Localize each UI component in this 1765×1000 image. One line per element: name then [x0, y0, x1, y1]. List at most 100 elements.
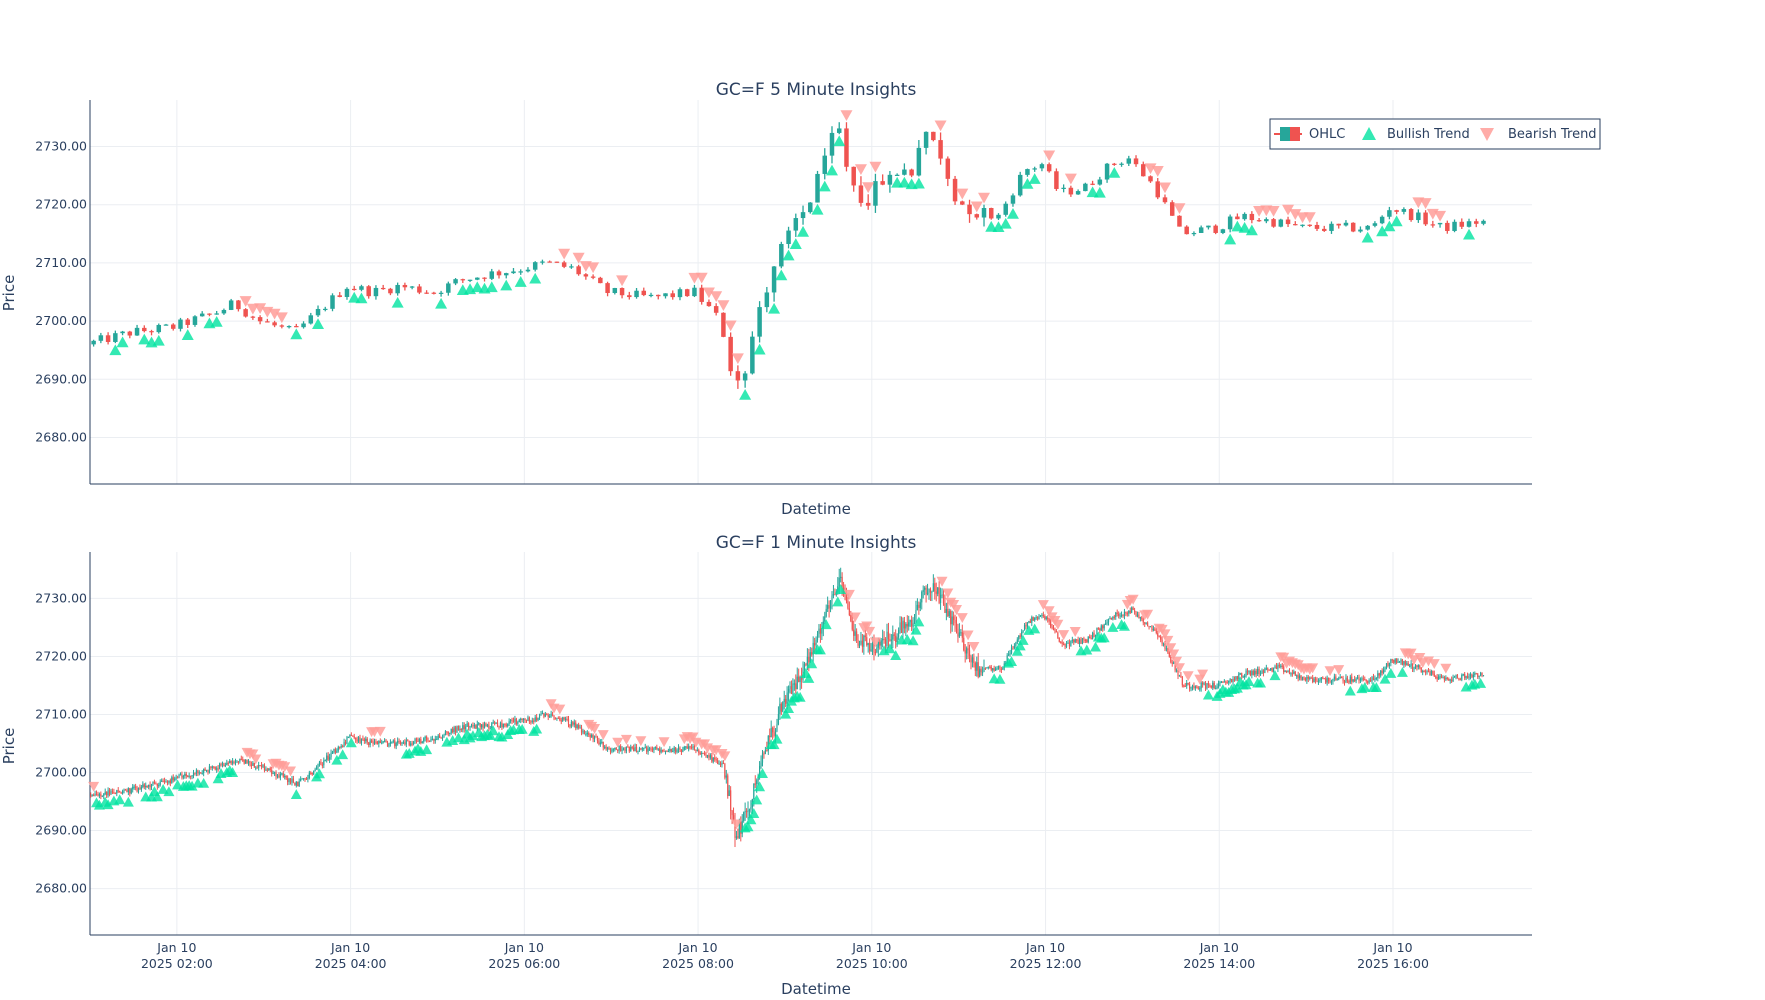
candle-body: [828, 605, 830, 609]
bullish-marker: [999, 217, 1012, 229]
candle-body: [902, 169, 907, 175]
candle-body: [576, 266, 581, 275]
candle-body: [1438, 676, 1440, 680]
candle-body: [304, 778, 306, 780]
bearish-marker: [956, 613, 968, 624]
candle-body: [993, 668, 995, 671]
candle-body: [1283, 666, 1285, 673]
candle-body: [1194, 686, 1196, 688]
candle-body: [1336, 679, 1338, 681]
candle-body: [1160, 636, 1162, 640]
candle-body: [450, 728, 452, 733]
candle-body: [207, 770, 209, 773]
candle-body: [1456, 674, 1459, 679]
y-tick-label: 2720.00: [35, 197, 87, 212]
candle-body: [721, 312, 726, 337]
candle-body: [1142, 619, 1144, 623]
bullish-marker: [806, 658, 818, 669]
candle-body: [1267, 668, 1269, 670]
candle-body: [938, 140, 943, 159]
bullish-marker: [775, 269, 788, 281]
candle-body: [1188, 684, 1191, 689]
bullish-marker: [1269, 670, 1281, 681]
candle-body: [150, 784, 153, 788]
candle-body: [1408, 209, 1414, 221]
candle-body: [1029, 621, 1031, 623]
candle-body: [536, 717, 538, 721]
candle-body: [1397, 661, 1399, 663]
candle-body: [786, 692, 788, 704]
candle-body: [829, 132, 835, 156]
candle-body: [94, 793, 96, 796]
candle-body: [1175, 670, 1178, 672]
bullish-marker: [1098, 632, 1110, 643]
candle-body: [596, 736, 599, 741]
candle-body: [298, 781, 300, 787]
candle-body: [365, 738, 367, 742]
candle-body: [1281, 665, 1283, 667]
candle-body: [984, 668, 987, 670]
candle-body: [443, 734, 445, 738]
bullish-marker: [771, 733, 783, 744]
candle-body: [566, 718, 568, 720]
candle-body: [790, 686, 793, 694]
bearish-marker: [843, 589, 855, 600]
bearish-marker: [1173, 203, 1186, 215]
candle-body: [1063, 643, 1065, 645]
candle-body: [284, 775, 286, 778]
candle-body: [494, 722, 496, 724]
bearish-marker: [1043, 150, 1056, 162]
candle-body: [977, 662, 979, 677]
candle-body: [1394, 210, 1399, 212]
candle-body: [1136, 614, 1139, 617]
bullish-marker: [1383, 220, 1396, 232]
candle-body: [359, 286, 364, 290]
candle-body: [563, 717, 565, 720]
candle-body: [621, 749, 623, 752]
candle-body: [366, 286, 371, 297]
bearish-marker: [246, 303, 259, 315]
candle-body: [1423, 671, 1425, 673]
bullish-marker: [820, 619, 832, 630]
candle-body: [427, 740, 429, 742]
candle-body: [715, 759, 717, 761]
candle-body: [434, 739, 436, 741]
candle-body: [787, 688, 790, 693]
candle-body: [1129, 610, 1131, 613]
candle-body: [511, 271, 516, 274]
legend-item-bearish[interactable]: Bearish Trend: [1480, 127, 1597, 142]
candle-body: [541, 712, 544, 715]
candle-body: [547, 714, 549, 717]
candle-body: [148, 784, 150, 787]
candle-body: [1047, 617, 1049, 620]
candle-body: [411, 743, 413, 745]
bearish-marker: [936, 576, 948, 587]
candle-body: [1475, 673, 1477, 675]
candle-body: [954, 620, 956, 623]
candle-body: [690, 747, 693, 749]
candle-body: [334, 749, 337, 753]
candle-body: [1233, 679, 1236, 681]
candle-body: [1378, 673, 1380, 676]
candle-body: [598, 740, 600, 745]
candle-body: [136, 787, 138, 792]
candle-body: [1330, 681, 1333, 683]
candle-body: [504, 723, 506, 725]
candle-body: [992, 668, 994, 671]
candle-body: [1410, 663, 1412, 666]
candle-body: [1278, 219, 1284, 227]
candle-body: [724, 763, 726, 778]
candle-body: [1472, 674, 1474, 678]
candle-body: [278, 775, 280, 778]
legend-item-bullish[interactable]: Bullish Trend: [1362, 127, 1470, 142]
candle-body: [1094, 635, 1097, 637]
candle-body: [1065, 643, 1068, 647]
candle-body: [373, 741, 376, 744]
candle-body: [485, 723, 487, 727]
candle-body: [981, 207, 987, 218]
legend-item-ohlc[interactable]: OHLC: [1274, 127, 1345, 142]
candle-body: [423, 738, 425, 742]
candle-body: [391, 741, 393, 743]
legend[interactable]: OHLC Bullish Trend Bearish Trend: [1269, 118, 1601, 150]
candle-body: [876, 647, 878, 653]
